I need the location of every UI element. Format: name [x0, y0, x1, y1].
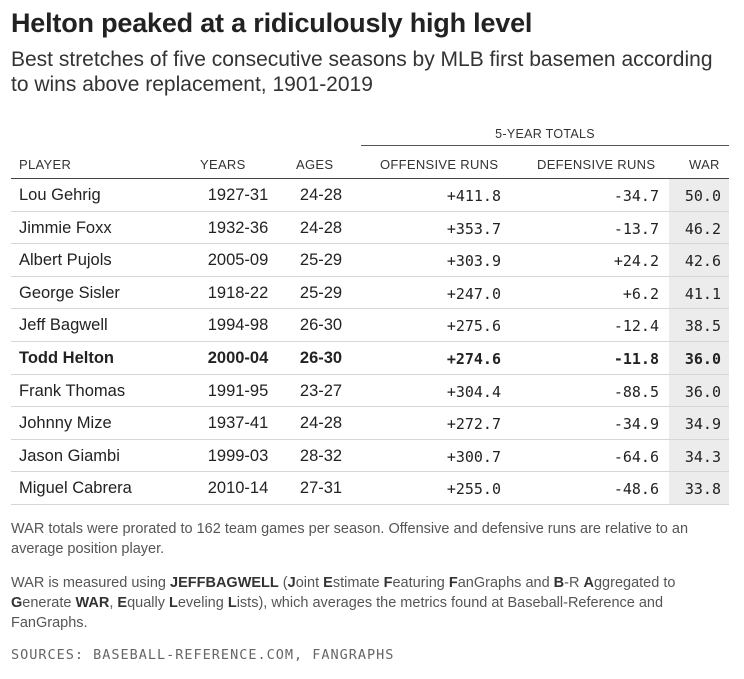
- table-row: Lou Gehrig 1927-31 24-28 +411.8 -34.7 50…: [11, 179, 729, 212]
- player-cell: Miguel Cabrera: [19, 479, 132, 498]
- defensive-runs-cell: +24.2: [613, 252, 659, 271]
- ages-cell: 23-27: [299, 381, 343, 400]
- war-cell: 38.5: [684, 317, 721, 336]
- offensive-runs-cell: +275.6: [446, 317, 501, 336]
- table-row: Jason Giambi 1999-03 28-32 +300.7 -64.6 …: [11, 440, 729, 473]
- offensive-runs-cell: +255.0: [446, 480, 501, 499]
- years-cell: 1991-95: [207, 381, 269, 400]
- table-row: Albert Pujols 2005-09 25-29 +303.9 +24.2…: [11, 244, 729, 277]
- table-row: Jeff Bagwell 1994-98 26-30 +275.6 -12.4 …: [11, 309, 729, 342]
- player-cell: Johnny Mize: [19, 414, 112, 433]
- offensive-runs-cell: +274.6: [446, 349, 501, 368]
- header-rule: [11, 178, 729, 179]
- ages-cell: 24-28: [299, 186, 343, 204]
- offensive-runs-cell: +411.8: [446, 187, 501, 205]
- col-header-player: PLAYER: [19, 157, 72, 172]
- player-cell: Jeff Bagwell: [19, 316, 108, 335]
- years-cell: 2010-14: [207, 479, 269, 498]
- player-cell: Jason Giambi: [19, 446, 120, 465]
- years-cell: 2005-09: [207, 251, 269, 270]
- war-column-shade: [669, 179, 729, 505]
- chart-title: Helton peaked at a ridiculously high lev…: [11, 8, 533, 38]
- player-cell: Frank Thomas: [19, 381, 126, 400]
- offensive-runs-cell: +304.4: [446, 382, 501, 401]
- war-cell: 34.3: [684, 447, 721, 466]
- war-cell: 36.0: [684, 382, 721, 401]
- footnote-prorated: WAR totals were prorated to 162 team gam…: [11, 521, 689, 557]
- player-cell: Albert Pujols: [19, 251, 112, 270]
- col-header-offensive-runs: OFFENSIVE RUNS: [380, 157, 499, 172]
- col-header-war: WAR: [689, 157, 720, 172]
- player-cell: Todd Helton: [19, 348, 115, 367]
- ages-cell: 25-29: [299, 251, 343, 270]
- war-cell: 46.2: [684, 219, 721, 238]
- war-cell: 33.8: [684, 480, 721, 499]
- player-cell: George Sisler: [19, 283, 120, 302]
- table-body: Lou Gehrig 1927-31 24-28 +411.8 -34.7 50…: [11, 179, 729, 505]
- offensive-runs-cell: +303.9: [446, 252, 501, 271]
- table-row: Frank Thomas 1991-95 23-27 +304.4 -88.5 …: [11, 375, 729, 408]
- defensive-runs-cell: +6.2: [622, 284, 659, 303]
- ages-cell: 28-32: [299, 446, 343, 465]
- defensive-runs-cell: -48.6: [613, 480, 659, 499]
- war-cell: 34.9: [684, 415, 721, 434]
- years-cell: 1999-03: [207, 446, 269, 465]
- ages-cell: 24-28: [299, 414, 343, 433]
- offensive-runs-cell: +247.0: [446, 284, 501, 303]
- footnote-war-definition: WAR is measured using JEFFBAGWELL (Joint…: [11, 575, 676, 631]
- defensive-runs-cell: -64.6: [613, 447, 659, 466]
- table-row: Jimmie Foxx 1932-36 24-28 +353.7 -13.7 4…: [11, 212, 729, 245]
- years-cell: 1937-41: [207, 414, 269, 433]
- years-cell: 1932-36: [207, 218, 269, 237]
- chart-subtitle: Best stretches of five consecutive seaso…: [11, 48, 713, 96]
- offensive-runs-cell: +272.7: [446, 415, 501, 434]
- group-header: 5-YEAR TOTALS: [495, 127, 595, 141]
- ages-cell: 27-31: [299, 479, 343, 498]
- defensive-runs-cell: -12.4: [613, 317, 659, 336]
- years-cell: 1994-98: [207, 316, 269, 335]
- col-header-defensive-runs: DEFENSIVE RUNS: [537, 157, 656, 172]
- group-header-rule: [361, 145, 729, 146]
- ages-cell: 25-29: [299, 283, 343, 302]
- defensive-runs-cell: -34.9: [613, 415, 659, 434]
- defensive-runs-cell: -11.8: [613, 349, 659, 368]
- sources-line: SOURCES: BASEBALL-REFERENCE.COM, FANGRAP…: [11, 647, 395, 663]
- ages-cell: 26-30: [299, 348, 343, 367]
- war-cell: 41.1: [684, 284, 721, 303]
- table-row: Johnny Mize 1937-41 24-28 +272.7 -34.9 3…: [11, 407, 729, 440]
- years-cell: 1918-22: [207, 283, 269, 302]
- war-cell: 50.0: [684, 187, 721, 205]
- ages-cell: 24-28: [299, 218, 343, 237]
- war-cell: 36.0: [684, 349, 721, 368]
- ages-cell: 26-30: [299, 316, 343, 335]
- table-row: George Sisler 1918-22 25-29 +247.0 +6.2 …: [11, 277, 729, 310]
- table-row: Miguel Cabrera 2010-14 27-31 +255.0 -48.…: [11, 472, 729, 505]
- col-header-years: YEARS: [200, 157, 246, 172]
- player-cell: Lou Gehrig: [19, 186, 101, 204]
- defensive-runs-cell: -34.7: [613, 187, 659, 205]
- war-cell: 42.6: [684, 252, 721, 271]
- years-cell: 2000-04: [207, 348, 269, 367]
- defensive-runs-cell: -88.5: [613, 382, 659, 401]
- table-row-highlighted: Todd Helton 2000-04 26-30 +274.6 -11.8 3…: [11, 342, 729, 375]
- col-header-ages: AGES: [296, 157, 334, 172]
- offensive-runs-cell: +300.7: [446, 447, 501, 466]
- defensive-runs-cell: -13.7: [613, 219, 659, 238]
- offensive-runs-cell: +353.7: [446, 219, 501, 238]
- player-cell: Jimmie Foxx: [19, 218, 112, 237]
- years-cell: 1927-31: [207, 186, 269, 204]
- acronym: JEFFBAGWELL: [170, 575, 279, 591]
